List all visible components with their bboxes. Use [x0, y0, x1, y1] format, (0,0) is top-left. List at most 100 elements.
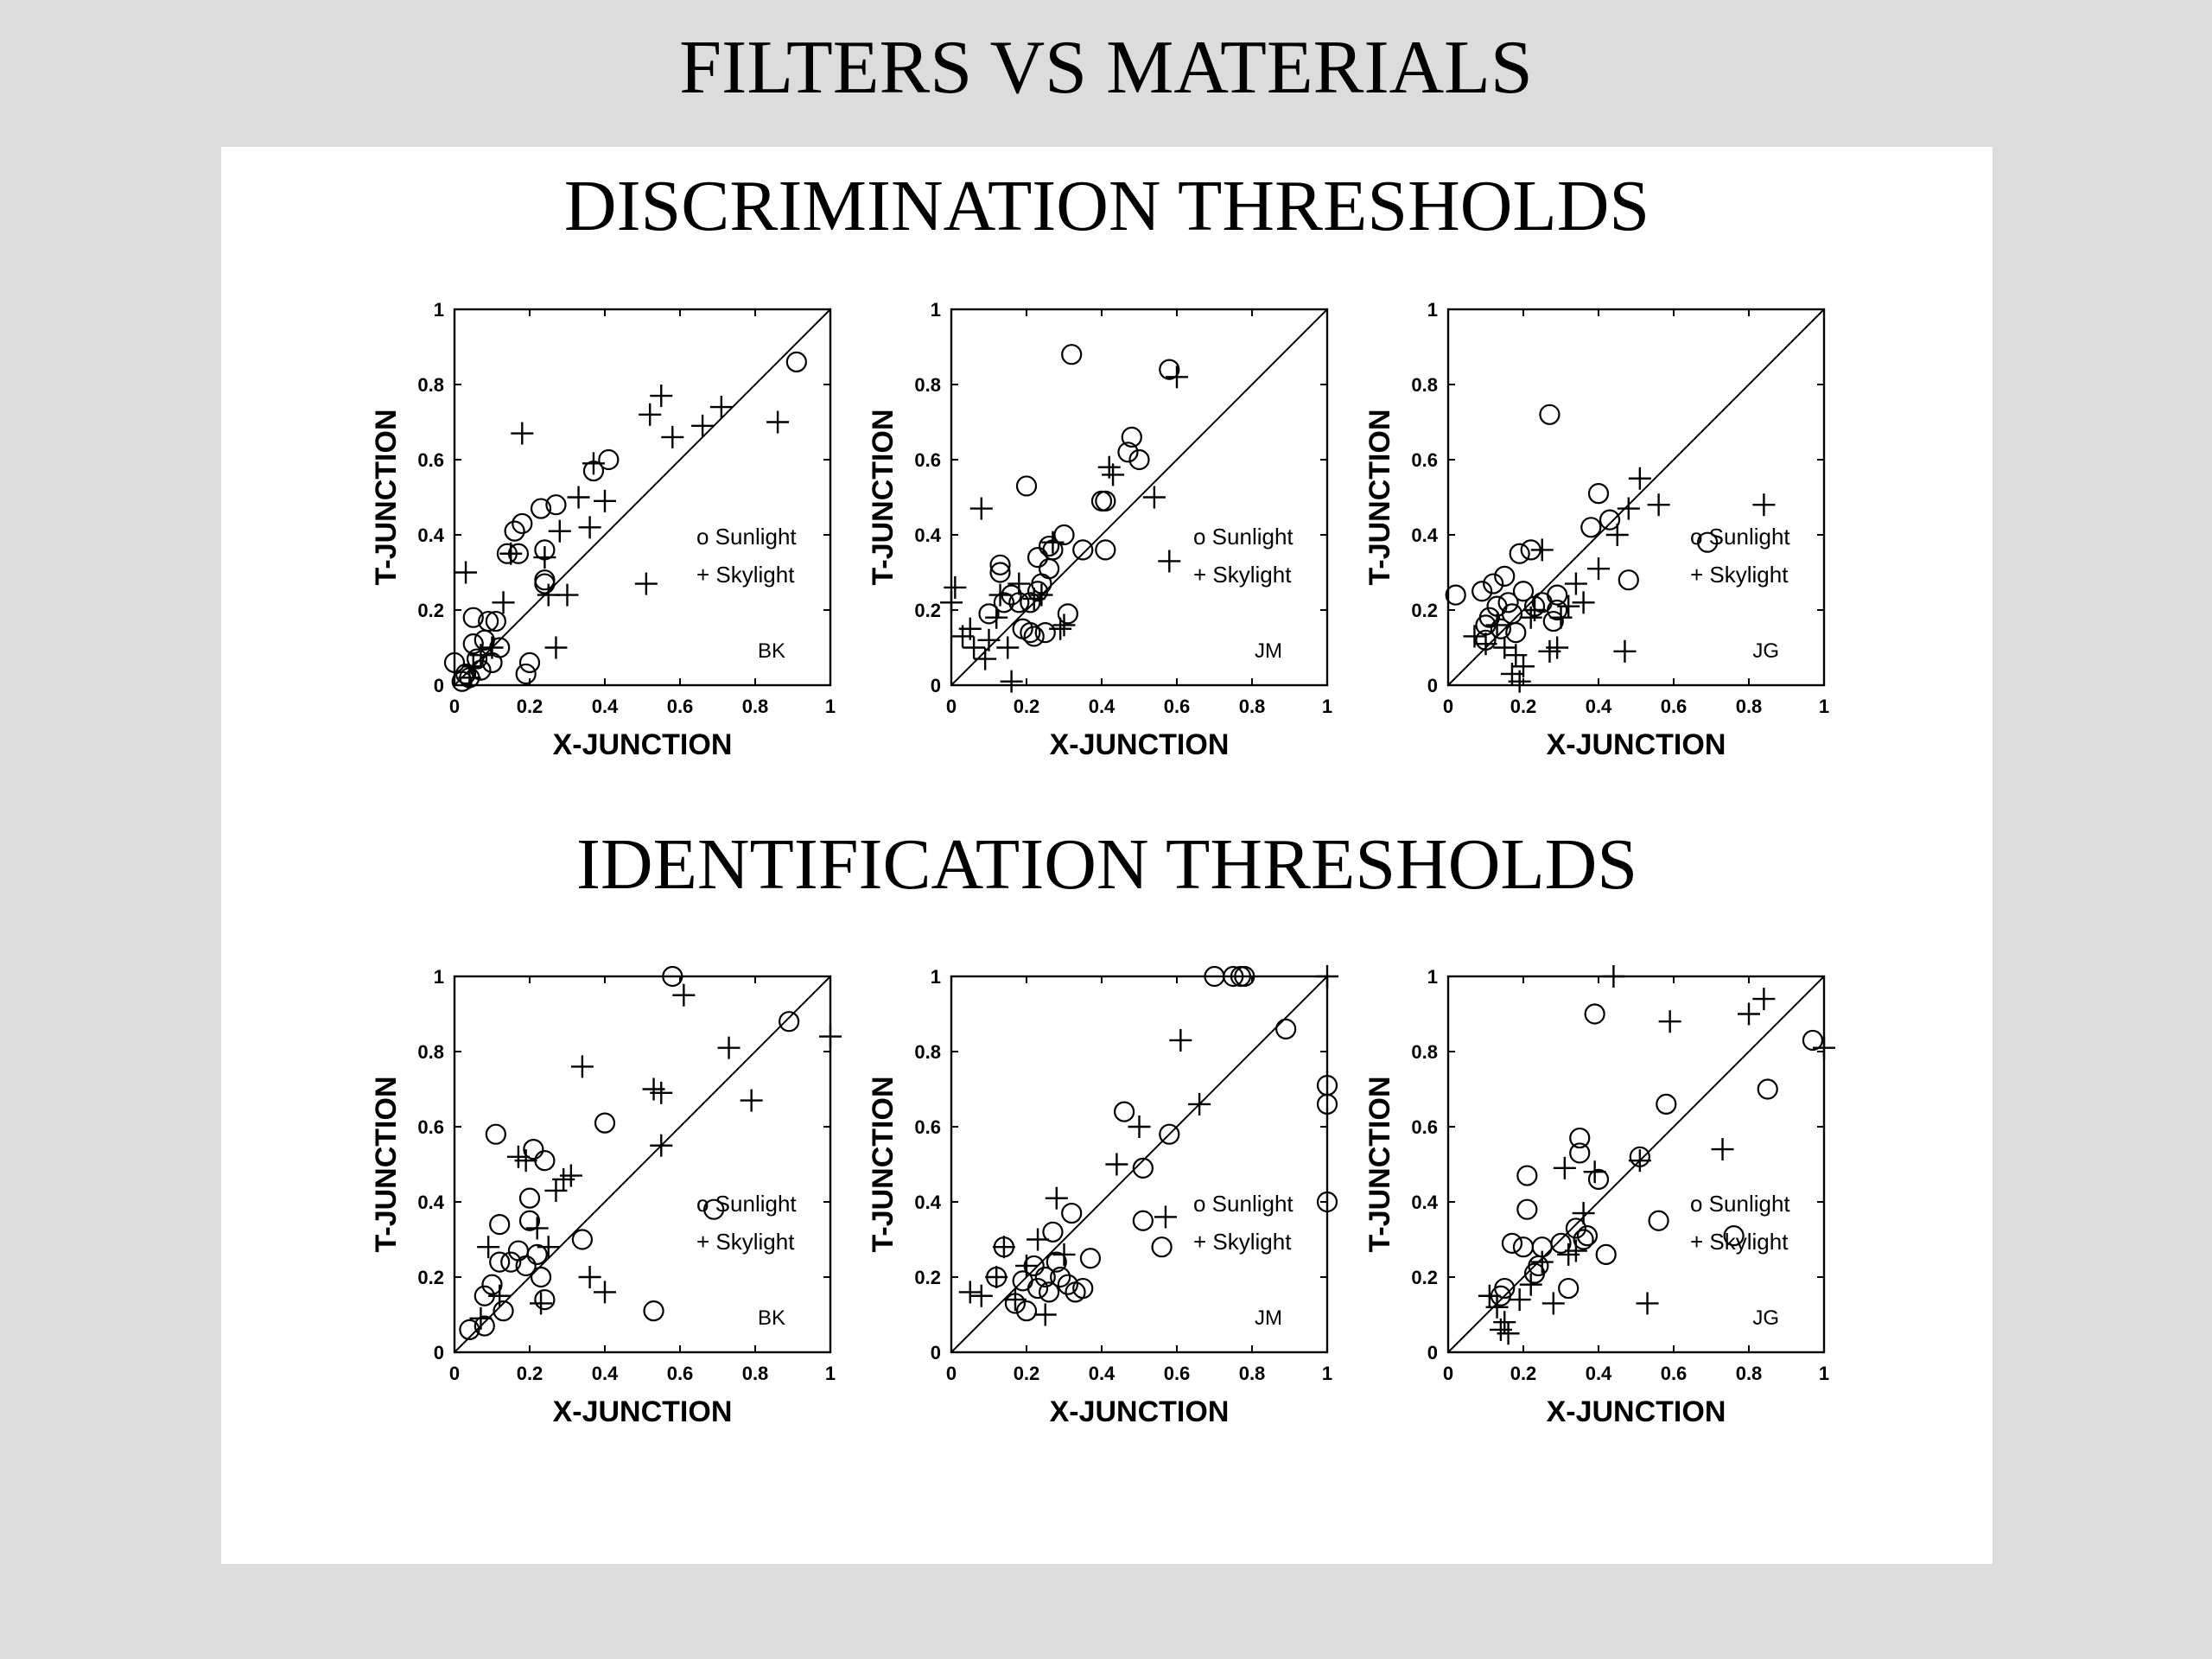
sunlight-point [1509, 543, 1530, 564]
sunlight-point [443, 652, 466, 674]
skylight-point [634, 572, 658, 595]
skylight-point [1636, 1292, 1659, 1315]
y-tick-label: 0.2 [914, 600, 941, 621]
sunlight-point [1015, 475, 1038, 497]
sunlight-point [500, 1251, 522, 1273]
legend-sunlight: o Sunlight [1193, 524, 1294, 550]
sunlight-point [504, 520, 525, 542]
skylight-point [594, 489, 616, 512]
skylight-point [1504, 644, 1528, 667]
skylight-point [1628, 1149, 1651, 1173]
y-tick-label: 0.2 [417, 1267, 444, 1288]
diagonal-line [454, 976, 831, 1353]
sunlight-point [512, 512, 533, 535]
x-axis-label: X-JUNCTION [1547, 1395, 1726, 1428]
skylight-point [1188, 1092, 1211, 1116]
sunlight-point [1113, 1101, 1135, 1122]
slide-title: FILTERS VS MATERIALS [679, 26, 1533, 110]
x-tick-label: 0.8 [1736, 696, 1763, 717]
sunlight-point [1512, 1236, 1535, 1258]
subject-label: JM [1255, 639, 1282, 663]
skylight-point [499, 542, 523, 565]
x-tick-label: 0.4 [1089, 1363, 1116, 1384]
skylight-point [570, 1055, 594, 1078]
sunlight-point [1008, 592, 1030, 613]
sunlight-point [571, 1229, 593, 1250]
x-tick-label: 0.4 [1586, 696, 1612, 717]
sunlight-point [1159, 1123, 1180, 1145]
x-tick-label: 1 [1819, 696, 1829, 717]
y-tick-label: 1 [434, 966, 444, 988]
sunlight-point [1490, 618, 1512, 639]
skylight-point [578, 516, 601, 539]
sunlight-point [1483, 573, 1504, 594]
skylight-point [537, 583, 560, 607]
sunlight-point [1569, 1142, 1591, 1164]
skylight-point [1530, 1250, 1554, 1274]
sunlight-point [1501, 1232, 1523, 1254]
x-tick-label: 0.8 [742, 696, 769, 717]
sunlight-point [1046, 1251, 1067, 1273]
sunlight-point [1512, 581, 1535, 602]
sunlight-point [1587, 483, 1610, 505]
legend-skylight: + Skylight [1193, 562, 1292, 588]
skylight-point [1169, 1028, 1192, 1052]
section-title-discrimination: DISCRIMINATION THRESHOLDS [563, 166, 1650, 246]
scatter-plot-grid: 0 0.2 0.4 0.6 0.8 1 0 0.2 0.4 0.6 0.8 1 X-JUNCTION T-… [370, 299, 1835, 1428]
skylight-point [988, 583, 1012, 607]
y-tick-label: 0.6 [914, 449, 941, 471]
sunlight-point [462, 607, 484, 628]
sunlight-point [489, 1251, 511, 1273]
skylight-point [492, 591, 515, 614]
subject-label: JG [1752, 1306, 1779, 1330]
x-tick-label: 0.2 [1510, 696, 1537, 717]
legend-skylight: + Skylight [1193, 1229, 1292, 1255]
skylight-point [1541, 1292, 1565, 1315]
sunlight-point [518, 1210, 541, 1231]
skylight-point [1027, 1228, 1050, 1251]
x-tick-label: 0.2 [1510, 1363, 1537, 1384]
skylight-point [992, 1236, 1015, 1259]
skylight-point [1158, 550, 1181, 573]
sunlight-point [1542, 610, 1564, 632]
skylight-point [1583, 1160, 1606, 1184]
sunlight-point [530, 498, 552, 519]
skylight-point [525, 1217, 549, 1240]
sunlight-point [1528, 1255, 1549, 1277]
sunlight-point [1539, 404, 1560, 425]
y-tick-label: 0.2 [417, 600, 444, 621]
diagonal-line [1447, 308, 1825, 686]
x-tick-label: 0 [1443, 1363, 1453, 1384]
x-tick-label: 0.6 [1164, 1363, 1191, 1384]
skylight-point [650, 385, 673, 408]
skylight-point [1508, 1288, 1531, 1312]
x-tick-label: 0.6 [1661, 696, 1688, 717]
skylight-point [1485, 1295, 1509, 1319]
x-tick-label: 0.4 [1089, 696, 1116, 717]
sunlight-point [1497, 592, 1519, 613]
plot-frame [950, 308, 1329, 687]
sunlight-point [530, 1266, 552, 1288]
skylight-point [1752, 988, 1776, 1011]
skylight-point [1105, 1153, 1128, 1176]
skylight-point [672, 983, 696, 1007]
sunlight-point [989, 562, 1011, 583]
skylight-point [544, 636, 568, 659]
skylight-point [1628, 467, 1651, 490]
x-tick-label: 1 [1322, 696, 1332, 717]
sunlight-point [1580, 517, 1602, 538]
sunlight-point [1558, 1277, 1580, 1300]
skylight-point [1142, 486, 1166, 509]
skylight-point [1052, 1243, 1076, 1266]
subject-label: JG [1752, 639, 1779, 663]
y-tick-label: 0.6 [1411, 1116, 1438, 1138]
skylight-point [454, 561, 478, 584]
y-tick-label: 1 [434, 299, 444, 321]
y-tick-label: 0.8 [417, 1041, 444, 1063]
skylight-point [819, 1025, 842, 1048]
skylight-point [582, 452, 605, 475]
sunlight-point [1494, 1277, 1516, 1300]
sunlight-point [1587, 1168, 1610, 1191]
skylight-point [578, 1266, 601, 1288]
skylight-point [1658, 1010, 1681, 1033]
